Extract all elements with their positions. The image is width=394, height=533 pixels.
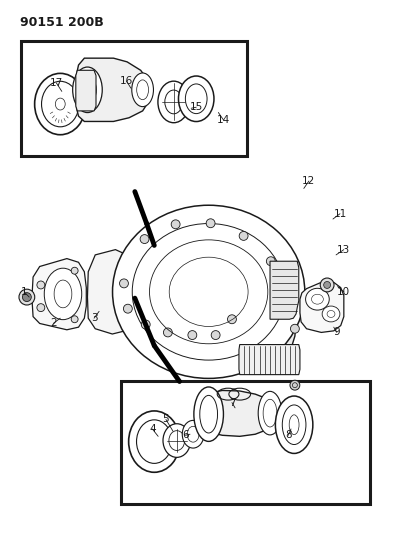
Text: 90151 200B: 90151 200B: [20, 16, 104, 29]
Text: 1: 1: [21, 287, 28, 297]
Ellipse shape: [322, 306, 340, 322]
Circle shape: [19, 289, 35, 305]
Circle shape: [141, 320, 150, 329]
Ellipse shape: [178, 76, 214, 122]
Ellipse shape: [258, 391, 282, 435]
Circle shape: [37, 304, 45, 312]
Circle shape: [22, 293, 31, 302]
Text: 2: 2: [50, 318, 57, 328]
Polygon shape: [270, 261, 299, 319]
Circle shape: [119, 279, 128, 288]
Circle shape: [239, 231, 248, 240]
Ellipse shape: [72, 67, 102, 112]
Text: 5: 5: [163, 415, 169, 424]
Ellipse shape: [158, 81, 190, 123]
Bar: [121, 382, 370, 504]
Circle shape: [71, 316, 78, 322]
Circle shape: [320, 278, 334, 292]
Ellipse shape: [194, 387, 223, 441]
Ellipse shape: [200, 395, 217, 433]
Text: 6: 6: [182, 430, 189, 440]
Text: 14: 14: [217, 115, 230, 125]
Ellipse shape: [275, 396, 313, 454]
Ellipse shape: [41, 82, 79, 127]
Circle shape: [286, 286, 295, 295]
Text: 17: 17: [50, 78, 63, 88]
Polygon shape: [32, 259, 86, 330]
Circle shape: [227, 315, 236, 324]
Ellipse shape: [289, 415, 299, 434]
Circle shape: [280, 356, 289, 365]
Polygon shape: [300, 282, 344, 333]
Ellipse shape: [137, 80, 149, 100]
Text: 16: 16: [120, 76, 133, 86]
Text: 9: 9: [334, 327, 340, 337]
Ellipse shape: [132, 73, 153, 107]
Ellipse shape: [137, 420, 172, 463]
Ellipse shape: [169, 431, 185, 450]
Ellipse shape: [132, 223, 285, 360]
Ellipse shape: [306, 288, 329, 310]
Bar: [21, 41, 247, 156]
Circle shape: [250, 364, 259, 372]
Polygon shape: [76, 70, 96, 111]
Ellipse shape: [186, 84, 207, 114]
Ellipse shape: [78, 75, 96, 104]
Polygon shape: [87, 249, 136, 334]
Circle shape: [171, 220, 180, 229]
Text: 12: 12: [302, 176, 316, 186]
Ellipse shape: [187, 426, 199, 442]
Ellipse shape: [44, 268, 82, 320]
Ellipse shape: [165, 90, 182, 114]
Circle shape: [164, 328, 172, 337]
Text: 15: 15: [190, 102, 203, 112]
Circle shape: [71, 267, 78, 274]
Circle shape: [266, 257, 275, 265]
Ellipse shape: [113, 205, 305, 378]
Text: 7: 7: [229, 398, 235, 408]
Polygon shape: [239, 344, 300, 375]
Ellipse shape: [163, 424, 191, 457]
Circle shape: [290, 380, 300, 390]
Text: 11: 11: [333, 209, 347, 219]
Ellipse shape: [128, 411, 180, 472]
Ellipse shape: [182, 421, 204, 448]
Circle shape: [211, 330, 220, 340]
Ellipse shape: [263, 399, 277, 427]
Circle shape: [290, 324, 299, 333]
Text: 8: 8: [285, 430, 292, 440]
Text: 4: 4: [149, 424, 156, 434]
Text: 3: 3: [91, 313, 97, 323]
Text: 13: 13: [337, 245, 350, 255]
Text: 10: 10: [337, 287, 350, 297]
Circle shape: [206, 219, 215, 228]
Circle shape: [140, 235, 149, 244]
Ellipse shape: [35, 74, 86, 135]
Polygon shape: [124, 223, 296, 369]
Polygon shape: [76, 58, 150, 122]
Circle shape: [123, 304, 132, 313]
Ellipse shape: [282, 405, 306, 445]
Ellipse shape: [54, 280, 72, 308]
Ellipse shape: [55, 98, 65, 110]
Circle shape: [37, 281, 45, 289]
Circle shape: [324, 281, 331, 288]
Circle shape: [188, 330, 197, 340]
Polygon shape: [200, 391, 279, 437]
